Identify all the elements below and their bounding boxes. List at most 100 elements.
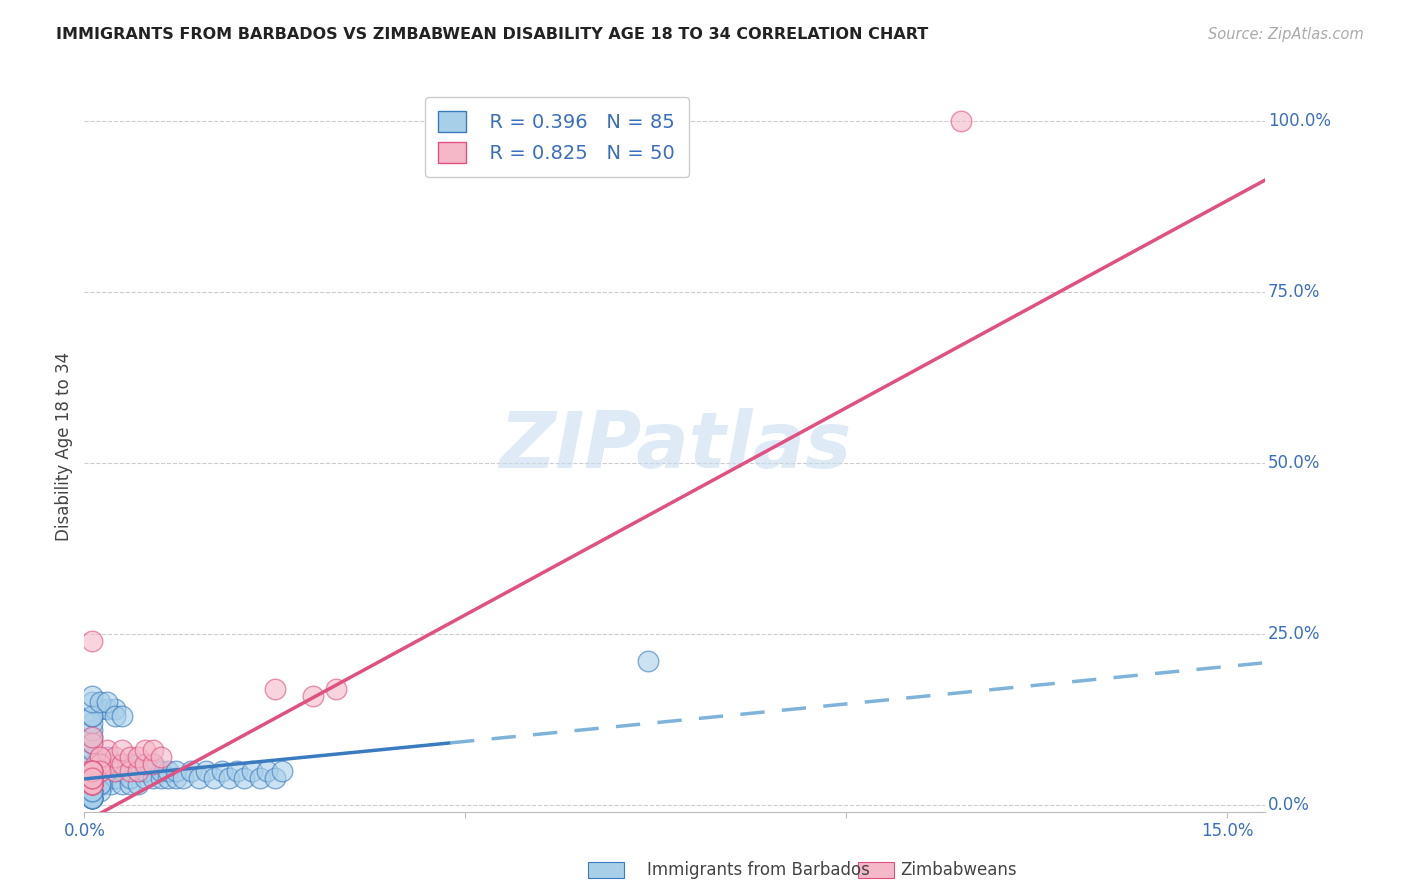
Point bbox=[80, 695, 103, 709]
Text: 50.0%: 50.0% bbox=[1268, 454, 1320, 472]
Point bbox=[89, 784, 111, 798]
Point bbox=[80, 784, 103, 798]
Point bbox=[120, 750, 142, 764]
Point bbox=[96, 702, 118, 716]
Point bbox=[89, 764, 111, 778]
Point bbox=[111, 777, 134, 791]
Point bbox=[80, 771, 103, 785]
Point bbox=[111, 756, 134, 771]
Point bbox=[157, 771, 180, 785]
Text: 25.0%: 25.0% bbox=[1268, 625, 1320, 643]
Point bbox=[84, 756, 107, 771]
Point bbox=[80, 777, 103, 791]
Point bbox=[637, 654, 659, 668]
Point bbox=[80, 771, 103, 785]
Point bbox=[111, 743, 134, 757]
Point bbox=[80, 771, 103, 785]
Point bbox=[96, 743, 118, 757]
Point bbox=[949, 114, 972, 128]
Point bbox=[111, 756, 134, 771]
Point bbox=[225, 764, 247, 778]
Text: Zimbabweans: Zimbabweans bbox=[900, 861, 1017, 879]
Point bbox=[165, 771, 187, 785]
Point bbox=[80, 777, 103, 791]
Point bbox=[80, 736, 103, 750]
Point bbox=[80, 771, 103, 785]
Point bbox=[80, 791, 103, 805]
Point bbox=[96, 750, 118, 764]
Point bbox=[80, 715, 103, 730]
Point bbox=[202, 771, 225, 785]
Text: Source: ZipAtlas.com: Source: ZipAtlas.com bbox=[1208, 27, 1364, 42]
Point bbox=[172, 771, 194, 785]
Point bbox=[100, 777, 122, 791]
Point bbox=[233, 771, 256, 785]
Point bbox=[80, 756, 103, 771]
Point bbox=[325, 681, 347, 696]
Point bbox=[80, 723, 103, 737]
Point bbox=[89, 702, 111, 716]
Point bbox=[149, 750, 172, 764]
Point bbox=[111, 709, 134, 723]
Point bbox=[180, 764, 202, 778]
Point bbox=[84, 771, 107, 785]
Point bbox=[80, 771, 103, 785]
Point bbox=[127, 756, 149, 771]
Point bbox=[80, 771, 103, 785]
Point bbox=[80, 777, 103, 791]
Text: 75.0%: 75.0% bbox=[1268, 283, 1320, 301]
Text: Immigrants from Barbados: Immigrants from Barbados bbox=[647, 861, 870, 879]
Point bbox=[149, 764, 172, 778]
Point bbox=[80, 764, 103, 778]
Point bbox=[157, 764, 180, 778]
Point bbox=[195, 764, 218, 778]
Point bbox=[80, 736, 103, 750]
Point bbox=[120, 764, 142, 778]
Text: 100.0%: 100.0% bbox=[1268, 112, 1330, 130]
Point bbox=[211, 764, 233, 778]
Point bbox=[302, 689, 325, 703]
Point bbox=[89, 695, 111, 709]
Point bbox=[80, 784, 103, 798]
Point bbox=[80, 777, 103, 791]
Point bbox=[80, 709, 103, 723]
Point bbox=[89, 777, 111, 791]
Point bbox=[80, 771, 103, 785]
Point bbox=[263, 771, 285, 785]
Legend:   R = 0.396   N = 85,   R = 0.825   N = 50: R = 0.396 N = 85, R = 0.825 N = 50 bbox=[425, 97, 689, 177]
Point bbox=[80, 633, 103, 648]
Point bbox=[80, 771, 103, 785]
Point bbox=[80, 689, 103, 703]
Point bbox=[80, 777, 103, 791]
Point bbox=[104, 764, 127, 778]
Point bbox=[142, 743, 165, 757]
Y-axis label: Disability Age 18 to 34: Disability Age 18 to 34 bbox=[55, 351, 73, 541]
Point bbox=[96, 695, 118, 709]
Point bbox=[89, 777, 111, 791]
Point bbox=[142, 756, 165, 771]
Point bbox=[80, 784, 103, 798]
Point bbox=[104, 750, 127, 764]
Point bbox=[89, 750, 111, 764]
Text: IMMIGRANTS FROM BARBADOS VS ZIMBABWEAN DISABILITY AGE 18 TO 34 CORRELATION CHART: IMMIGRANTS FROM BARBADOS VS ZIMBABWEAN D… bbox=[56, 27, 928, 42]
Point bbox=[120, 756, 142, 771]
Point bbox=[142, 771, 165, 785]
Point bbox=[80, 730, 103, 744]
Text: ZIPatlas: ZIPatlas bbox=[499, 408, 851, 484]
Point bbox=[127, 764, 149, 778]
Point bbox=[80, 777, 103, 791]
Point bbox=[120, 771, 142, 785]
Point bbox=[104, 771, 127, 785]
Point bbox=[80, 777, 103, 791]
Point bbox=[218, 771, 240, 785]
Point bbox=[96, 756, 118, 771]
Point bbox=[89, 764, 111, 778]
Point bbox=[80, 791, 103, 805]
Point bbox=[149, 771, 172, 785]
Point bbox=[120, 777, 142, 791]
Point bbox=[77, 764, 100, 778]
Point bbox=[263, 681, 285, 696]
Point bbox=[111, 764, 134, 778]
Point bbox=[80, 784, 103, 798]
Point bbox=[89, 756, 111, 771]
